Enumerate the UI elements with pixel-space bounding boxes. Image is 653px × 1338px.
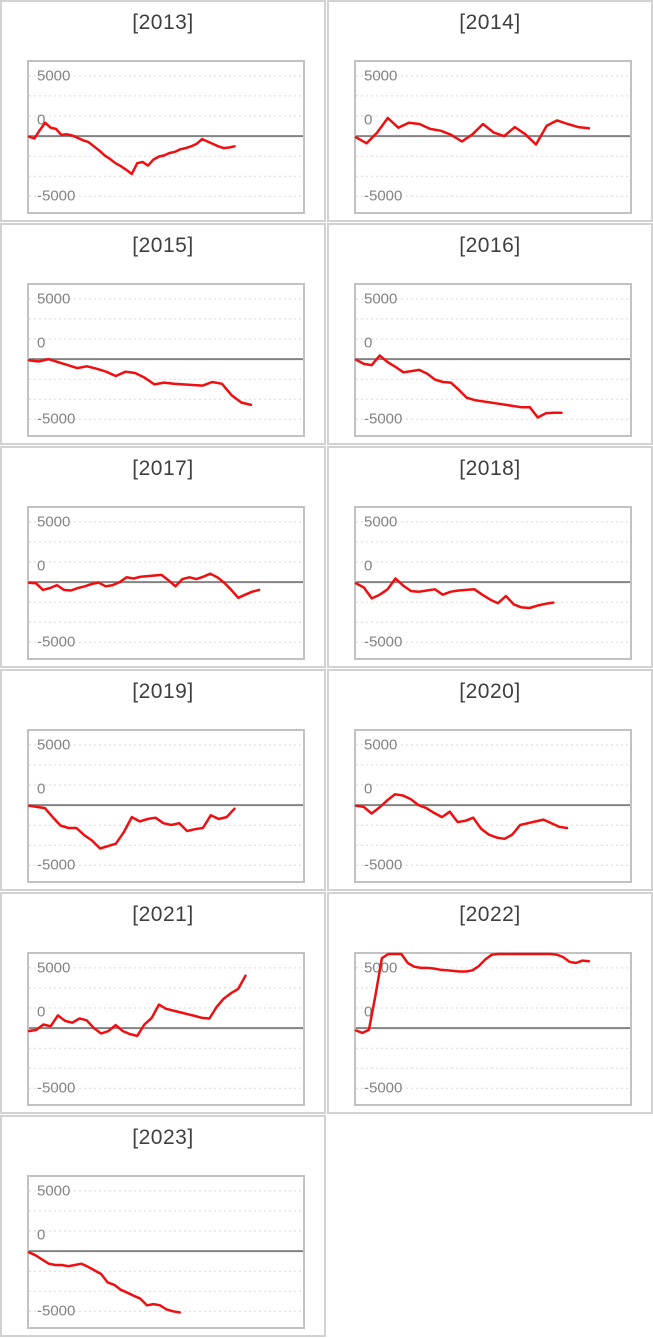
chart-title: [2020] — [459, 680, 521, 703]
plot-area: 5000 0 -5000 — [27, 506, 305, 660]
y-tick-neg-5000: -5000 — [37, 188, 75, 205]
gridlines — [29, 298, 303, 420]
chart-title: [2021] — [132, 903, 194, 926]
chart-panel-2020: [2020] 5000 0 -5000 — [327, 669, 653, 891]
chart-panel-2017: [2017] 5000 0 -5000 — [0, 446, 326, 668]
gridlines — [29, 744, 303, 866]
y-tick-5000: 5000 — [364, 737, 397, 754]
y-tick-0: 0 — [37, 558, 45, 575]
y-tick-neg-5000: -5000 — [364, 411, 402, 428]
y-tick-0: 0 — [364, 335, 372, 352]
series-line — [27, 1251, 181, 1314]
plot-area: 5000 0 -5000 — [354, 952, 632, 1106]
line-chart: 5000 0 -5000 — [27, 960, 303, 1097]
chart-panel-2013: [2013] 5000 0 -5000 — [0, 0, 326, 222]
y-tick-neg-5000: -5000 — [37, 1080, 75, 1097]
line-chart: 5000 0 -5000 — [27, 1183, 303, 1320]
y-tick-0: 0 — [37, 1004, 45, 1021]
series-line — [27, 572, 261, 600]
chart-title: [2013] — [132, 11, 194, 34]
plot-area: 5000 0 -5000 — [27, 1175, 305, 1329]
chart-title: [2014] — [459, 11, 521, 34]
y-tick-5000: 5000 — [364, 291, 397, 308]
series-line — [354, 354, 563, 419]
chart-title: [2018] — [459, 457, 521, 480]
plot-area: 5000 0 -5000 — [27, 729, 305, 883]
y-tick-0: 0 — [37, 335, 45, 352]
plot-area: 5000 0 -5000 — [354, 60, 632, 214]
line-chart: 5000 0 -5000 — [27, 737, 303, 874]
chart-title: [2022] — [459, 903, 521, 926]
y-tick-neg-5000: -5000 — [37, 411, 75, 428]
chart-panel-2015: [2015] 5000 0 -5000 — [0, 223, 326, 445]
plot-area: 5000 0 -5000 — [27, 952, 305, 1106]
y-tick-0: 0 — [37, 1227, 45, 1244]
plot-area: 5000 0 -5000 — [354, 283, 632, 437]
y-tick-5000: 5000 — [37, 960, 70, 977]
gridlines — [356, 744, 630, 866]
line-chart: 5000 0 -5000 — [354, 68, 630, 205]
y-tick-0: 0 — [364, 1004, 372, 1021]
y-tick-5000: 5000 — [37, 737, 70, 754]
y-tick-5000: 5000 — [37, 291, 70, 308]
line-chart: 5000 0 -5000 — [27, 68, 303, 205]
series-line — [27, 974, 247, 1038]
y-tick-0: 0 — [364, 558, 372, 575]
gridlines — [29, 1190, 303, 1312]
gridlines — [356, 967, 630, 1089]
y-tick-0: 0 — [37, 112, 45, 129]
gridlines — [29, 75, 303, 197]
series-line — [354, 116, 591, 146]
y-tick-neg-5000: -5000 — [364, 857, 402, 874]
plot-area: 5000 0 -5000 — [354, 729, 632, 883]
chart-title: [2017] — [132, 457, 194, 480]
plot-area: 5000 0 -5000 — [27, 283, 305, 437]
y-tick-0: 0 — [364, 781, 372, 798]
y-tick-neg-5000: -5000 — [37, 857, 75, 874]
series-line — [27, 357, 253, 407]
line-chart: 5000 0 -5000 — [354, 737, 630, 874]
chart-title: [2015] — [132, 234, 194, 257]
chart-title: [2023] — [132, 1126, 194, 1149]
line-chart: 5000 0 -5000 — [354, 514, 630, 651]
series-line — [354, 952, 591, 1035]
chart-panel-2021: [2021] 5000 0 -5000 — [0, 892, 326, 1114]
gridlines — [356, 521, 630, 643]
y-tick-neg-5000: -5000 — [364, 1080, 402, 1097]
chart-title: [2019] — [132, 680, 194, 703]
y-tick-5000: 5000 — [37, 1183, 70, 1200]
y-tick-neg-5000: -5000 — [364, 634, 402, 651]
chart-title: [2016] — [459, 234, 521, 257]
line-chart: 5000 0 -5000 — [27, 291, 303, 428]
series-line — [27, 121, 236, 176]
y-tick-neg-5000: -5000 — [37, 634, 75, 651]
chart-panel-2022: [2022] 5000 0 -5000 — [327, 892, 653, 1114]
line-chart: 5000 0 -5000 — [354, 952, 630, 1097]
gridlines — [356, 298, 630, 420]
y-tick-0: 0 — [364, 112, 372, 129]
series-line — [27, 804, 236, 850]
plot-area: 5000 0 -5000 — [354, 506, 632, 660]
y-tick-5000: 5000 — [37, 514, 70, 531]
y-tick-5000: 5000 — [364, 68, 397, 85]
chart-panel-2019: [2019] 5000 0 -5000 — [0, 669, 326, 891]
y-tick-5000: 5000 — [37, 68, 70, 85]
chart-panel-2016: [2016] 5000 0 -5000 — [327, 223, 653, 445]
y-tick-5000: 5000 — [364, 514, 397, 531]
series-line — [354, 793, 569, 841]
gridlines — [356, 75, 630, 197]
y-tick-0: 0 — [37, 781, 45, 798]
gridlines — [29, 521, 303, 643]
chart-panel-2023: [2023] 5000 0 -5000 — [0, 1115, 326, 1337]
series-line — [354, 577, 555, 610]
chart-panel-2018: [2018] 5000 0 -5000 — [327, 446, 653, 668]
y-tick-neg-5000: -5000 — [37, 1303, 75, 1320]
y-tick-neg-5000: -5000 — [364, 188, 402, 205]
line-chart: 5000 0 -5000 — [354, 291, 630, 428]
line-chart: 5000 0 -5000 — [27, 514, 303, 651]
plot-area: 5000 0 -5000 — [27, 60, 305, 214]
chart-panel-2014: [2014] 5000 0 -5000 — [327, 0, 653, 222]
